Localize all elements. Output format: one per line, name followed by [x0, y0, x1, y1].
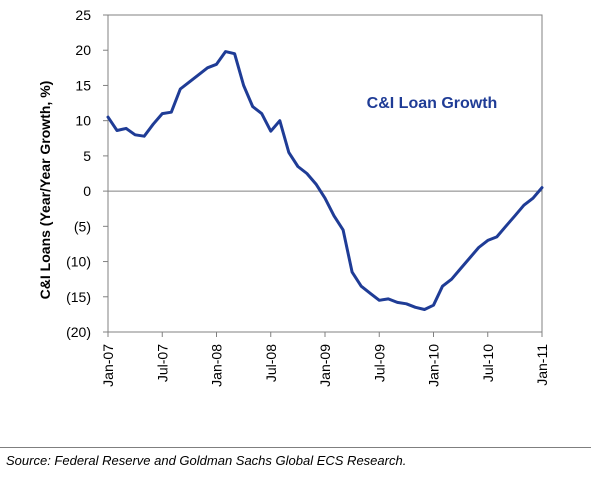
- y-tick-label: 25: [75, 7, 91, 23]
- y-tick-label: (5): [74, 218, 91, 234]
- y-tick-label: 20: [75, 42, 91, 58]
- x-tick-label: Jul-07: [154, 344, 170, 382]
- y-tick-label: (15): [66, 289, 91, 305]
- x-tick-label: Jan-11: [534, 344, 550, 386]
- x-tick-label: Jan-10: [426, 344, 442, 387]
- series-line: [106, 50, 544, 311]
- x-tick-label: Jan-08: [209, 344, 225, 387]
- x-tick-label: Jan-09: [317, 344, 333, 387]
- y-tick-label: (20): [66, 324, 91, 340]
- series-label: C&I Loan Growth: [367, 95, 498, 112]
- y-tick-label: 5: [83, 148, 91, 164]
- y-tick-label: 10: [75, 113, 91, 129]
- y-tick-label: 15: [75, 77, 91, 93]
- y-tick-label: (10): [66, 254, 91, 270]
- x-tick-label: Jan-07: [100, 344, 116, 387]
- y-axis-title: C&I Loans (Year/Year Growth, %): [37, 81, 53, 300]
- chart-svg: C&I Loans (Year/Year Growth, %) C&I Loan…: [37, 7, 550, 387]
- x-tick-label: Jul-08: [263, 344, 279, 382]
- plot-frame: [107, 14, 543, 333]
- y-tick-label: 0: [83, 183, 91, 199]
- source-note: Source: Federal Reserve and Goldman Sach…: [6, 453, 407, 468]
- x-tick-label: Jul-09: [371, 344, 387, 382]
- x-tick-label: Jul-10: [480, 344, 496, 382]
- source-divider: [0, 447, 591, 448]
